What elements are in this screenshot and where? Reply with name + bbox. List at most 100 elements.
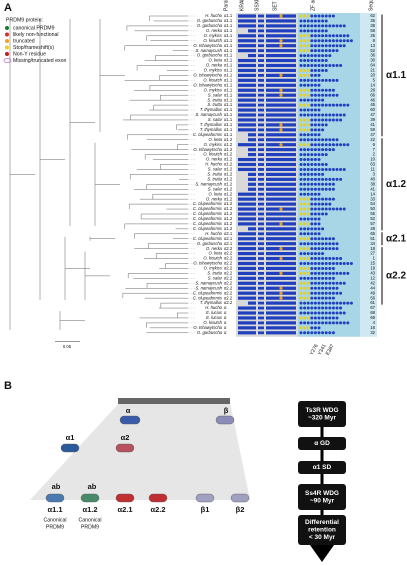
sequence-index: 68 (370, 310, 375, 315)
sequence-index: 50 (370, 206, 375, 211)
zf (324, 316, 328, 320)
zf (324, 93, 328, 97)
ssxrd (258, 128, 264, 132)
paralog-class: α1.1 (224, 117, 233, 122)
zf (306, 73, 310, 77)
zf (310, 177, 314, 181)
zf (310, 103, 314, 107)
set (266, 153, 296, 157)
zf (306, 83, 310, 87)
zf (313, 266, 317, 270)
zf (317, 321, 321, 325)
zf (331, 197, 335, 201)
zf (313, 311, 317, 315)
zf (317, 276, 321, 280)
set (266, 232, 296, 236)
zf (321, 64, 325, 67)
zf (306, 237, 310, 241)
sequence-index: 28 (370, 87, 375, 92)
paralog-class: α1.2 (224, 157, 233, 162)
krab (238, 73, 256, 77)
zf (306, 227, 310, 231)
ssxrd (258, 39, 264, 43)
zf (303, 326, 307, 330)
flag (279, 247, 283, 251)
zf (346, 301, 350, 305)
legend-label: Missing/truncated exon (13, 58, 66, 64)
zf (303, 197, 307, 201)
zf (306, 281, 310, 285)
ssxrd (258, 296, 264, 300)
zf (306, 24, 310, 28)
zf (317, 128, 321, 132)
species: O. keta (209, 58, 223, 63)
species: O. tshawytscha (193, 43, 222, 48)
sequence-index: 59 (370, 127, 375, 132)
zf (313, 276, 317, 280)
zf (303, 148, 307, 152)
zf (299, 296, 303, 300)
zf (310, 14, 314, 18)
column-header: KRAB (2 exons) (239, 0, 245, 11)
paralog-class: α2.2 (224, 275, 233, 280)
zf (306, 158, 310, 162)
zf (328, 202, 332, 206)
species: S. trutta (207, 97, 222, 102)
paralog-class: α1.2 (224, 221, 233, 226)
node-label: α1 (66, 433, 75, 442)
zf (310, 108, 314, 112)
ssxrd (258, 252, 264, 255)
zf (313, 113, 317, 117)
event-label: α GD (314, 440, 330, 447)
zf (317, 68, 321, 72)
zf (321, 197, 325, 201)
zf (331, 167, 335, 171)
ssxrd (258, 331, 264, 335)
zf (324, 281, 328, 285)
krab (238, 197, 256, 201)
zf (331, 257, 335, 261)
ssxrd (258, 257, 264, 260)
zf (321, 271, 325, 275)
zf (346, 34, 350, 38)
species: O. tshawytscha (193, 147, 222, 152)
species: S. salar (208, 167, 223, 172)
zf (324, 19, 328, 23)
zf (317, 133, 321, 137)
zf (313, 286, 317, 290)
zf (321, 202, 325, 206)
zf (310, 113, 314, 117)
column-header: SET (3 exons) (272, 0, 278, 11)
paralog-class: α1.2 (224, 211, 233, 216)
zf (310, 311, 314, 315)
sequence-index: 20 (370, 73, 375, 78)
zf (306, 242, 310, 246)
zf (306, 262, 310, 265)
paralog-class: α2.1 (224, 231, 233, 236)
event-label: Ts3R WDG (305, 407, 338, 414)
flag (279, 207, 283, 211)
zf (303, 311, 307, 315)
zf (299, 19, 303, 23)
sequence-index: 49 (370, 290, 375, 295)
zf (324, 54, 328, 58)
zf (310, 276, 314, 280)
zf (310, 247, 314, 251)
zf (328, 167, 332, 171)
zf (328, 187, 332, 191)
zf (313, 68, 317, 72)
sequence-index: 19 (370, 266, 375, 271)
node-label: α1.2 (82, 505, 97, 514)
set (266, 162, 296, 167)
ssxrd (258, 311, 264, 315)
ssxrd (258, 173, 264, 176)
zf (299, 153, 303, 157)
zf (303, 39, 307, 43)
flag (279, 88, 283, 92)
zf (331, 262, 335, 265)
zf (317, 34, 321, 38)
zf (299, 182, 303, 186)
zf (324, 78, 328, 82)
zf (303, 133, 307, 137)
